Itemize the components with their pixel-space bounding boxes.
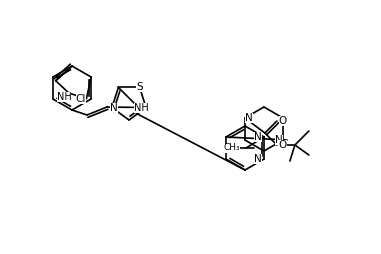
Text: N: N xyxy=(254,132,262,142)
Text: O: O xyxy=(279,140,287,150)
Text: NH: NH xyxy=(134,103,149,114)
Text: O: O xyxy=(279,116,287,126)
Text: N: N xyxy=(245,113,253,123)
Text: S: S xyxy=(136,83,143,92)
Text: N: N xyxy=(110,103,118,113)
Text: N: N xyxy=(254,154,262,164)
Text: N: N xyxy=(275,135,283,145)
Text: NH: NH xyxy=(57,92,71,102)
Text: Cl: Cl xyxy=(76,94,86,104)
Text: CH₃: CH₃ xyxy=(224,144,240,152)
